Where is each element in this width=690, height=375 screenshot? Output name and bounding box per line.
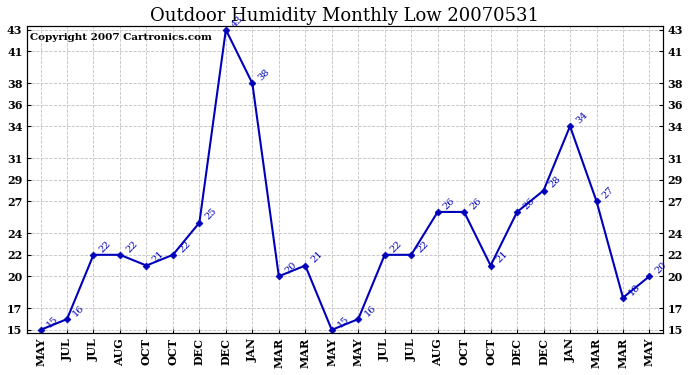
Text: 26: 26 xyxy=(469,196,484,211)
Text: 16: 16 xyxy=(71,303,86,318)
Text: 27: 27 xyxy=(601,185,616,201)
Text: 38: 38 xyxy=(257,68,272,82)
Text: 21: 21 xyxy=(495,249,510,265)
Text: 18: 18 xyxy=(627,282,642,297)
Text: 22: 22 xyxy=(124,239,139,254)
Text: 21: 21 xyxy=(309,249,325,265)
Text: 16: 16 xyxy=(362,303,377,318)
Text: 34: 34 xyxy=(574,110,589,125)
Text: 28: 28 xyxy=(548,175,563,190)
Text: 22: 22 xyxy=(415,239,431,254)
Text: 15: 15 xyxy=(45,314,60,329)
Text: 43: 43 xyxy=(230,14,245,29)
Text: 26: 26 xyxy=(442,196,457,211)
Text: 20: 20 xyxy=(283,260,298,276)
Text: 21: 21 xyxy=(150,249,166,265)
Text: 25: 25 xyxy=(204,207,219,222)
Title: Outdoor Humidity Monthly Low 20070531: Outdoor Humidity Monthly Low 20070531 xyxy=(150,7,540,25)
Text: Copyright 2007 Cartronics.com: Copyright 2007 Cartronics.com xyxy=(30,33,213,42)
Text: 20: 20 xyxy=(653,260,669,276)
Text: 22: 22 xyxy=(177,239,193,254)
Text: 15: 15 xyxy=(336,314,351,329)
Text: 22: 22 xyxy=(389,239,404,254)
Text: 22: 22 xyxy=(98,239,113,254)
Text: 26: 26 xyxy=(521,196,536,211)
